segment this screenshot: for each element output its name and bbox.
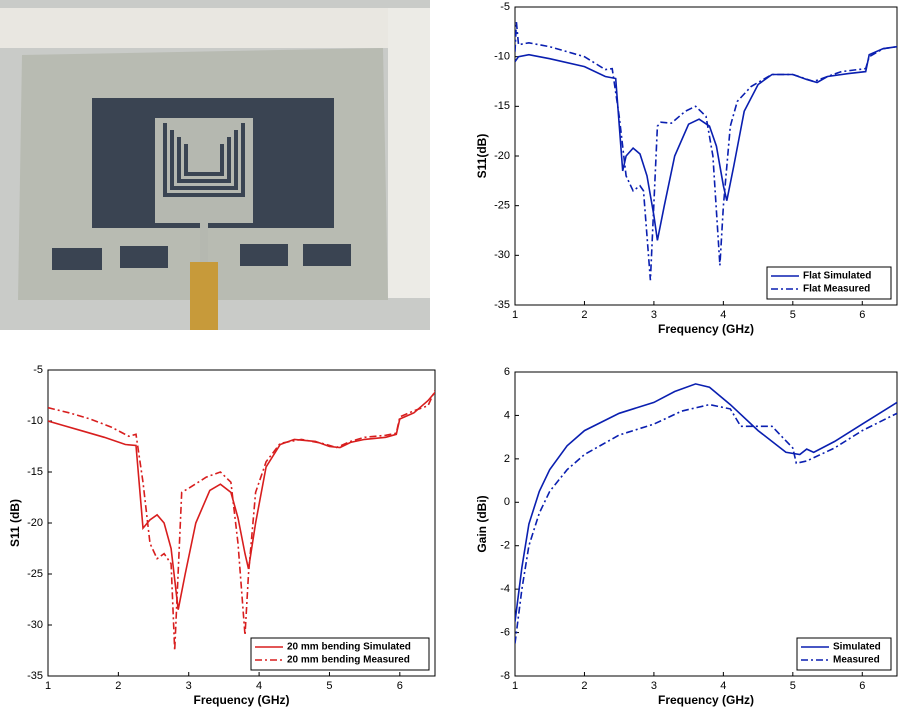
y-tick-label: -15 [27, 466, 43, 478]
series-line [515, 21, 897, 281]
x-tick-label: 4 [720, 309, 726, 321]
plot-area [47, 369, 436, 677]
series-line [515, 45, 897, 241]
x-tick-label: 1 [45, 680, 51, 692]
legend-label: Flat Measured [803, 284, 870, 295]
y-tick-label: -2 [500, 540, 510, 552]
y-tick-label: -35 [494, 299, 510, 311]
x-tick-label: 6 [859, 680, 865, 692]
y-tick-label: -10 [27, 415, 43, 427]
series-line [515, 383, 897, 622]
legend-label: Simulated [833, 642, 881, 653]
x-tick-label: 5 [790, 309, 796, 321]
x-tick-label: 3 [186, 680, 192, 692]
pad [240, 244, 288, 266]
y-axis-label: S11 (dB) [8, 499, 22, 547]
y-tick-label: 6 [504, 366, 510, 378]
x-tick-label: 2 [115, 680, 121, 692]
x-tick-label: 4 [256, 680, 262, 692]
x-tick-label: 3 [651, 309, 657, 321]
y-tick-label: -35 [27, 670, 43, 682]
antenna-photo [0, 0, 430, 330]
y-tick-label: -20 [494, 150, 510, 162]
y-tick-label: -25 [27, 568, 43, 580]
ruler-top [0, 8, 400, 48]
x-tick-label: 6 [859, 309, 865, 321]
patch [155, 118, 253, 223]
series-line [48, 391, 435, 610]
legend-box [796, 637, 892, 671]
y-tick-label: -20 [27, 517, 43, 529]
x-tick-label: 1 [512, 309, 518, 321]
y-tick-label: 0 [504, 496, 510, 508]
legend-box [766, 266, 892, 300]
x-tick-label: 3 [651, 680, 657, 692]
y-tick-label: -5 [500, 1, 510, 13]
u-slots [163, 123, 245, 197]
sma-connector [190, 262, 218, 330]
y-tick-label: -6 [500, 626, 510, 638]
x-tick-label: 5 [326, 680, 332, 692]
x-axis-label: Frequency (GHz) [658, 322, 754, 336]
series-line [48, 390, 435, 651]
legend-label: 20 mm bending Simulated [287, 642, 411, 653]
pad [120, 246, 168, 268]
x-tick-label: 5 [790, 680, 796, 692]
ruler-side [388, 8, 430, 298]
y-tick-label: -10 [494, 51, 510, 63]
pad [52, 248, 102, 270]
y-tick-label: -8 [500, 670, 510, 682]
y-tick-label: 2 [504, 453, 510, 465]
x-axis-label: Frequency (GHz) [658, 693, 754, 707]
y-tick-label: 4 [504, 409, 510, 421]
x-tick-label: 1 [512, 680, 518, 692]
y-axis-label: S11(dB) [475, 134, 489, 179]
y-axis-label: Gain (dBi) [475, 495, 489, 552]
plot-area [514, 6, 898, 306]
y-tick-label: -30 [27, 619, 43, 631]
series-line [515, 403, 897, 644]
legend-label: 20 mm bending Measured [287, 655, 410, 666]
pad [303, 244, 351, 266]
legend-box [250, 637, 430, 671]
x-tick-label: 2 [581, 309, 587, 321]
x-tick-label: 6 [397, 680, 403, 692]
x-axis-label: Frequency (GHz) [193, 693, 289, 707]
y-tick-label: -15 [494, 100, 510, 112]
y-tick-label: -5 [33, 364, 43, 376]
legend-label: Measured [833, 655, 880, 666]
legend-label: Flat Simulated [803, 271, 871, 282]
x-tick-label: 2 [581, 680, 587, 692]
y-tick-label: -30 [494, 249, 510, 261]
x-tick-label: 4 [720, 680, 726, 692]
feed-line [200, 223, 208, 268]
plot-area [514, 371, 898, 677]
y-tick-label: -4 [500, 583, 510, 595]
y-tick-label: -25 [494, 200, 510, 212]
